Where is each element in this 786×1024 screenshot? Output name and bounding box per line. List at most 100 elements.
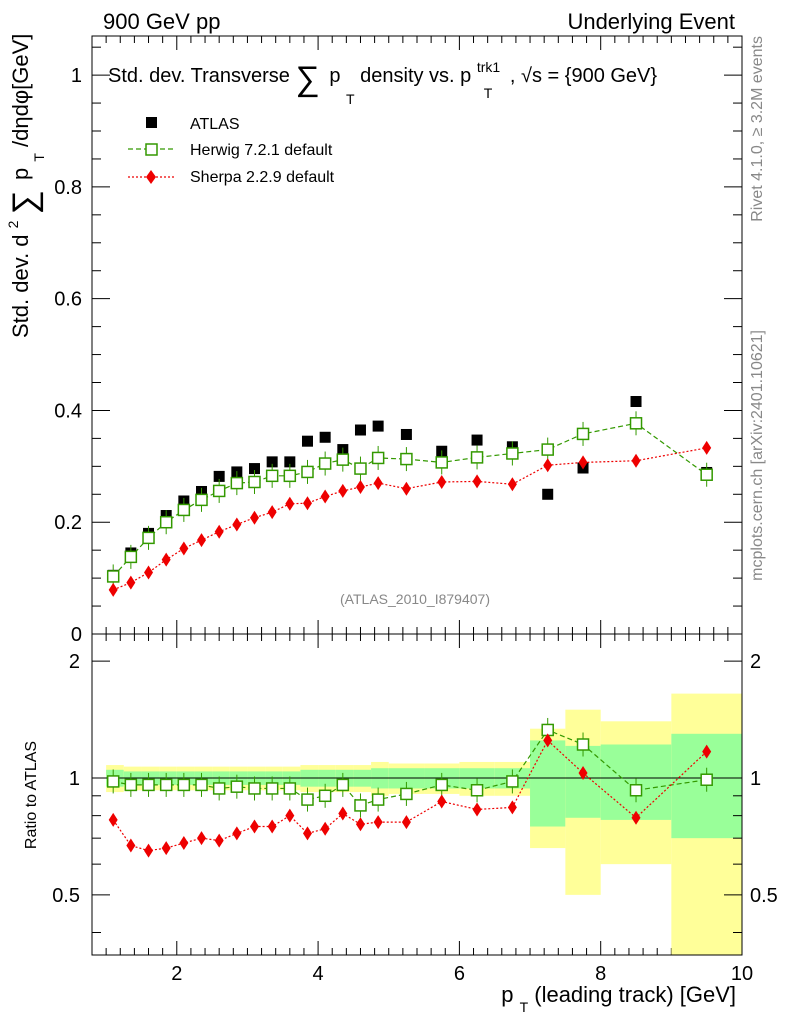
sherpa-ratio-point — [401, 815, 411, 830]
sherpa-data-point — [285, 496, 295, 511]
herwig-ratio-point — [470, 784, 484, 797]
x-tick-label: 2 — [171, 963, 182, 985]
herwig-data-point — [371, 451, 385, 465]
sherpa-data-point — [631, 453, 641, 468]
herwig-data-point — [195, 493, 208, 507]
herwig-ratio-point — [336, 778, 350, 792]
ratio-y-tick-label-left: 1 — [69, 768, 80, 790]
header-left-label: 900 GeV pp — [103, 9, 220, 34]
legend-atlas-label: ATLAS — [190, 116, 240, 133]
x-tick-label: 10 — [731, 963, 753, 985]
x-tick-label: 4 — [313, 963, 324, 985]
herwig-ratio-point — [354, 799, 367, 812]
sherpa-data-point — [144, 565, 154, 580]
sherpa-ratio-point — [250, 819, 259, 834]
legend-sherpa-marker — [146, 170, 156, 184]
herwig-data-point — [124, 550, 138, 564]
sherpa-data-point — [702, 440, 712, 455]
sherpa-data-point — [214, 524, 224, 539]
atlas-data-point — [630, 396, 642, 408]
herwig-ratio-point — [301, 793, 314, 806]
sherpa-data-point — [320, 489, 330, 504]
title-suffix: , √s = {900 GeV} — [510, 65, 658, 87]
ratio-frame — [91, 633, 743, 956]
sherpa-data-point — [472, 474, 482, 489]
ylabel-suffix: /dηdφ[GeV] — [8, 34, 33, 147]
sherpa-data-point — [108, 582, 118, 597]
atlas-data-point — [284, 456, 296, 468]
herwig-data-point — [629, 417, 643, 430]
sherpa-data-point — [401, 481, 411, 496]
legend-sherpa-label: Sherpa 2.2.9 default — [190, 169, 335, 186]
herwig-data-point — [106, 570, 120, 583]
main-y-tick-label: 0 — [71, 624, 82, 646]
x-tick-label: 6 — [454, 963, 465, 985]
sherpa-data-point — [126, 575, 136, 590]
atlas-data-point — [354, 424, 366, 436]
herwig-ratio-point — [700, 773, 713, 786]
herwig-data-point — [142, 531, 155, 545]
herwig-data-point — [400, 452, 413, 466]
herwig-ratio-point — [576, 738, 590, 751]
atlas-data-point — [319, 431, 331, 443]
herwig-ratio-point — [265, 782, 279, 795]
ratio-ylabel: Ratio to ATLAS — [23, 741, 40, 849]
header-right-label: Underlying Event — [567, 9, 735, 34]
sherpa-data-point — [578, 455, 588, 470]
atlas-data-point — [400, 428, 412, 440]
herwig-data-point — [177, 503, 191, 517]
ylabel-prefix: Std. dev. d — [8, 234, 33, 338]
main-y-tick-label: 0.4 — [54, 400, 82, 422]
sherpa-ratio-point — [232, 826, 242, 841]
herwig-ratio-point — [400, 787, 413, 801]
xlabel-sub: T — [520, 999, 529, 1015]
atlas-data-point — [471, 434, 483, 446]
ylabel-sum-symbol: ∑ — [6, 190, 44, 214]
atlas-data-point — [542, 488, 554, 500]
main-data-marks — [106, 396, 713, 597]
sherpa-data-point — [179, 541, 189, 556]
atlas-data-point — [249, 463, 260, 475]
title-sup-trk: trk1 — [477, 59, 501, 75]
sherpa-data-point — [232, 517, 242, 532]
sherpa-data-point — [250, 510, 259, 525]
main-y-tick-label: 0.8 — [54, 177, 82, 199]
sherpa-data-point — [355, 480, 365, 495]
title-sub-t: T — [346, 91, 355, 107]
herwig-ratio-point — [177, 778, 191, 792]
sherpa-data-point — [507, 477, 517, 492]
series-line-2 — [112, 447, 707, 591]
atlas-data-point — [301, 435, 313, 447]
herwig-data-point — [301, 465, 314, 479]
green-uncertainty-band — [530, 740, 566, 827]
atlas-data-point — [213, 470, 225, 482]
main-ylabel: Std. dev. d 2 ∑ p T /dηdφ[GeV] — [0, 34, 49, 338]
herwig-data-point — [265, 469, 279, 483]
ratio-y-tick-label-right: 2 — [750, 651, 761, 673]
sherpa-ratio-point — [578, 766, 588, 781]
sherpa-ratio-point — [631, 810, 641, 825]
sherpa-ratio-point — [302, 826, 312, 841]
ratio-data-marks — [106, 717, 713, 858]
title-p: p — [329, 65, 340, 87]
legend-atlas-marker — [146, 117, 157, 128]
herwig-data-point — [230, 476, 244, 490]
herwig-ratio-point — [371, 793, 385, 806]
sherpa-data-point — [373, 476, 383, 491]
atlas-data-point — [266, 456, 278, 468]
mcplots-label: mcplots.cern.ch [arXiv:2401.10621] — [749, 330, 766, 581]
ratio-y-tick-label-left: 0.5 — [52, 885, 80, 907]
herwig-data-point — [354, 462, 367, 475]
herwig-data-point — [336, 453, 350, 466]
rivet-version-label: Rivet 4.1.0, ≥ 3.2M events — [749, 36, 766, 222]
title-sub-t2: T — [484, 85, 493, 101]
herwig-ratio-point — [159, 778, 173, 792]
herwig-ratio-point — [506, 775, 519, 788]
sherpa-data-point — [197, 533, 207, 548]
herwig-ratio-point — [195, 778, 208, 792]
ratio-y-tick-label-left: 2 — [69, 651, 80, 673]
sherpa-ratio-point — [179, 836, 189, 851]
sherpa-data-point — [267, 505, 277, 520]
x-tick-label: 8 — [595, 963, 606, 985]
title-prefix: Std. dev. Transverse — [108, 65, 290, 87]
